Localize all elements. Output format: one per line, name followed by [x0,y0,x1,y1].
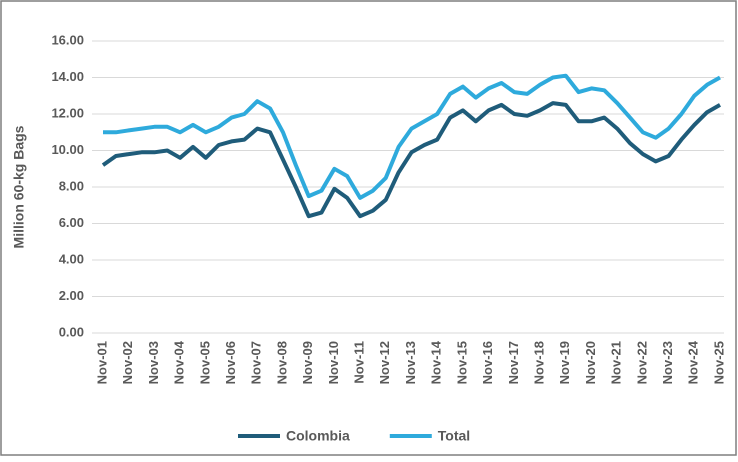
x-tick-label: Nov-18 [531,341,546,384]
x-tick-label: Nov-17 [506,341,521,384]
x-tick-label: Nov-23 [660,341,675,384]
y-tick-label: 16.00 [51,32,84,47]
y-tick-label: 14.00 [51,69,84,84]
x-tick-label: Nov-14 [429,340,444,384]
x-tick-label: Nov-12 [377,341,392,384]
line [101,101,721,219]
x-tick-label: Nov-05 [197,341,212,384]
x-tick-label: Nov-03 [146,341,161,384]
x-tick-label: Nov-22 [634,341,649,384]
x-tick-label: Nov-16 [480,341,495,384]
x-tick-label: Nov-13 [403,341,418,384]
x-tick-label: Nov-02 [120,341,135,384]
x-tick-label: Nov-09 [300,341,315,384]
x-tick-label: Nov-08 [274,341,289,384]
x-tick-label: Nov-21 [609,341,624,384]
x-tick-label: Nov-19 [557,341,572,384]
y-tick-label: 2.00 [59,288,84,303]
x-tick-label: Nov-07 [249,341,264,384]
x-tick-label: Nov-01 [94,341,109,384]
y-tick-label: 10.00 [51,142,84,157]
legend-label: Colombia [286,428,350,444]
y-axis-label: Million 60-kg Bags [11,125,27,248]
x-tick-label: Nov-15 [454,341,469,384]
y-tick-label: 6.00 [59,215,84,230]
legend-label: Total [438,428,470,444]
y-tick-label: 0.00 [59,324,84,339]
x-tick-label: Nov-10 [326,341,341,384]
x-tick-label: Nov-24 [686,340,701,384]
y-tick-label: 8.00 [59,178,84,193]
x-tick-label: Nov-11 [352,341,367,384]
x-tick-label: Nov-25 [711,341,726,384]
x-tick-label: Nov-06 [223,341,238,384]
y-tick-label: 12.00 [51,105,84,120]
x-tick-label: Nov-04 [172,340,187,384]
x-tick-label: Nov-20 [583,341,598,384]
y-tick-label: 4.00 [59,251,84,266]
line [103,73,721,200]
